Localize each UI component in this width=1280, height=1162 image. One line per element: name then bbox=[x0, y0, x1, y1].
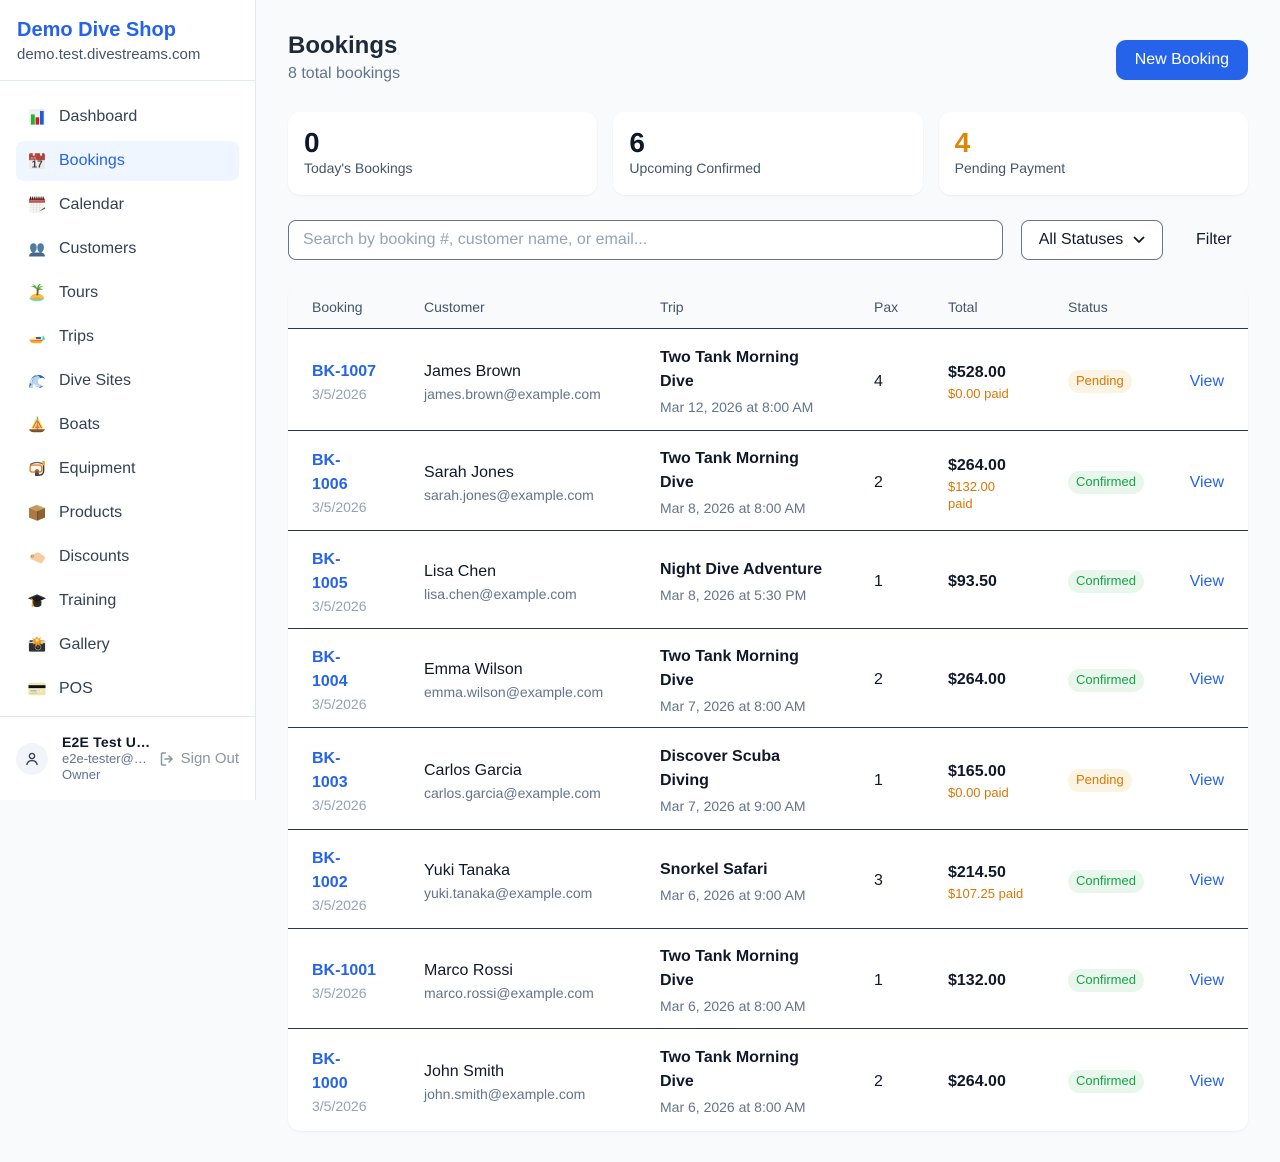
svg-text:JUL: JUL bbox=[30, 156, 36, 160]
svg-text:17: 17 bbox=[32, 159, 44, 170]
